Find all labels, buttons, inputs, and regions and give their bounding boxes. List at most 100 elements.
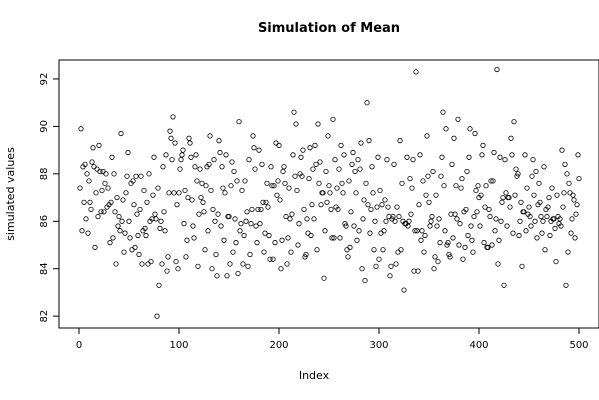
data-point xyxy=(392,218,398,224)
data-point xyxy=(472,130,478,137)
data-point xyxy=(351,223,357,229)
data-point xyxy=(557,216,563,222)
data-point xyxy=(487,213,493,220)
data-point xyxy=(471,213,477,220)
data-point xyxy=(182,187,188,194)
data-point xyxy=(567,190,573,196)
data-point xyxy=(92,244,98,250)
data-point xyxy=(222,190,228,196)
data-point xyxy=(517,218,523,224)
data-point xyxy=(294,187,300,194)
data-point xyxy=(415,268,421,274)
data-point xyxy=(125,149,131,156)
x-tick-label: 400 xyxy=(469,340,488,351)
data-point xyxy=(191,235,197,241)
data-point xyxy=(537,199,543,205)
data-point xyxy=(395,249,401,255)
data-point xyxy=(187,140,193,146)
data-point xyxy=(163,152,169,158)
data-point xyxy=(101,209,107,215)
data-point xyxy=(420,178,426,184)
data-point xyxy=(89,159,95,165)
data-point xyxy=(107,240,113,246)
data-point xyxy=(445,240,451,246)
data-point xyxy=(143,232,149,239)
data-point xyxy=(265,204,271,210)
data-point xyxy=(355,157,361,163)
data-point xyxy=(96,142,102,148)
data-point xyxy=(271,183,277,189)
data-point xyxy=(511,119,517,125)
data-point xyxy=(401,287,407,293)
data-point xyxy=(516,232,522,239)
data-point xyxy=(544,213,550,220)
data-point xyxy=(235,270,241,277)
data-point xyxy=(469,237,475,243)
data-point xyxy=(289,211,295,217)
data-point xyxy=(220,185,226,191)
data-point xyxy=(180,147,186,153)
data-point xyxy=(538,213,544,220)
data-points xyxy=(77,66,582,319)
data-point xyxy=(478,192,484,198)
data-point xyxy=(343,223,349,229)
data-point xyxy=(390,213,396,220)
data-point xyxy=(513,166,519,172)
data-point xyxy=(385,204,391,210)
data-point xyxy=(142,225,148,231)
data-point xyxy=(263,199,269,205)
data-point xyxy=(540,218,546,224)
data-point xyxy=(205,228,211,234)
data-point xyxy=(424,133,430,139)
data-point xyxy=(360,216,366,222)
data-point xyxy=(455,116,461,122)
data-point xyxy=(488,178,494,184)
data-point xyxy=(168,135,174,141)
data-point xyxy=(318,202,324,208)
data-point xyxy=(153,216,159,222)
data-point xyxy=(527,213,533,220)
data-point xyxy=(208,187,214,194)
data-point xyxy=(81,199,87,205)
data-point xyxy=(233,240,239,246)
data-point xyxy=(127,235,133,241)
data-point xyxy=(521,209,527,215)
data-point xyxy=(375,154,381,160)
data-point xyxy=(110,235,116,241)
data-point xyxy=(437,240,443,246)
data-point xyxy=(82,161,88,167)
data-point xyxy=(302,254,308,260)
data-point xyxy=(152,211,158,217)
data-point xyxy=(397,138,403,144)
data-point xyxy=(523,228,529,234)
data-point xyxy=(463,206,469,213)
data-point xyxy=(239,187,245,194)
data-point xyxy=(172,140,178,146)
data-point xyxy=(381,228,387,234)
data-point xyxy=(98,209,104,215)
data-point xyxy=(382,197,388,203)
data-point xyxy=(113,261,119,267)
data-point xyxy=(114,194,120,201)
data-point xyxy=(408,211,414,217)
data-point xyxy=(507,204,513,210)
data-point xyxy=(256,147,262,153)
data-point xyxy=(175,266,181,272)
data-point xyxy=(189,197,195,203)
data-point xyxy=(197,166,203,172)
data-point xyxy=(574,202,580,208)
x-tick-label: 300 xyxy=(369,340,388,351)
data-point xyxy=(349,161,355,167)
data-point xyxy=(575,152,581,158)
data-point xyxy=(356,228,362,234)
data-point xyxy=(301,206,307,213)
data-point xyxy=(155,185,161,191)
data-point xyxy=(450,235,456,241)
data-point xyxy=(221,237,227,243)
data-point xyxy=(369,164,375,170)
data-point xyxy=(391,161,397,167)
data-point xyxy=(353,190,359,196)
data-point xyxy=(169,157,175,163)
data-point xyxy=(342,221,348,227)
data-point xyxy=(541,164,547,170)
